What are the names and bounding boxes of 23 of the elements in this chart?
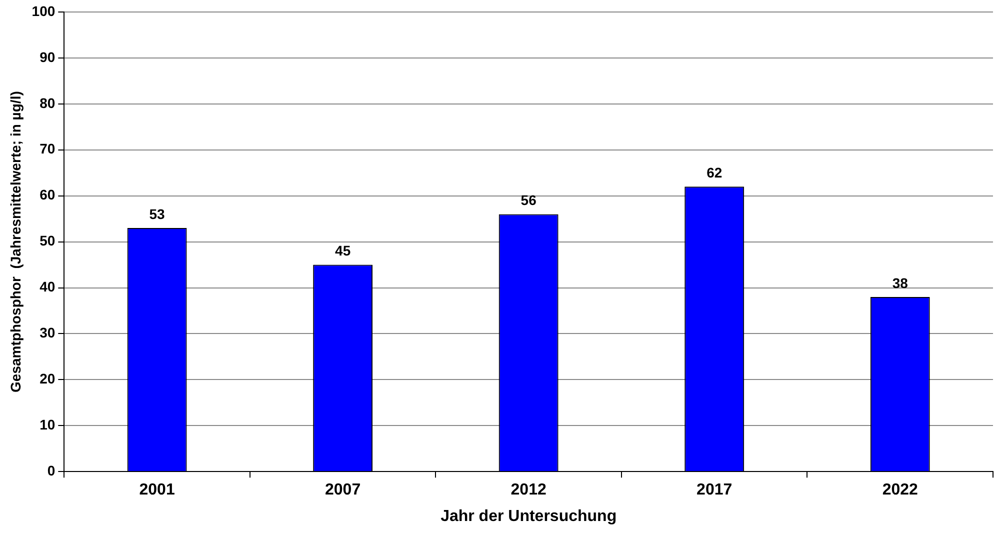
data-label: 62 [706,164,722,181]
y-tick-label: 80 [40,94,56,111]
x-tick-label: 2001 [139,482,175,499]
data-label: 38 [892,274,908,291]
y-tick-label: 40 [40,278,56,295]
y-tick-label: 20 [40,370,56,387]
x-tick-label: 2012 [510,482,546,499]
data-label: 56 [520,192,537,208]
y-tick-label: 50 [40,232,56,249]
data-label: 53 [149,206,166,222]
y-tick-label: 0 [47,462,56,478]
x-axis-title: Jahr der Untersuchung [440,508,617,525]
y-tick-label: 100 [32,2,56,19]
x-tick-label: 2022 [882,482,918,499]
y-tick-label: 60 [40,186,56,203]
y-tick-label: 10 [40,416,56,432]
x-tick-label: 2017 [696,482,732,499]
data-label: 45 [335,242,351,259]
x-tick-label: 2007 [325,482,361,499]
y-tick-label: 30 [40,324,56,341]
y-tick-label: 70 [40,140,56,157]
y-axis-title: Gesamtphosphor (Jahresmittelwerte; in µg/l) [7,91,24,392]
y-tick-label: 90 [40,48,56,65]
